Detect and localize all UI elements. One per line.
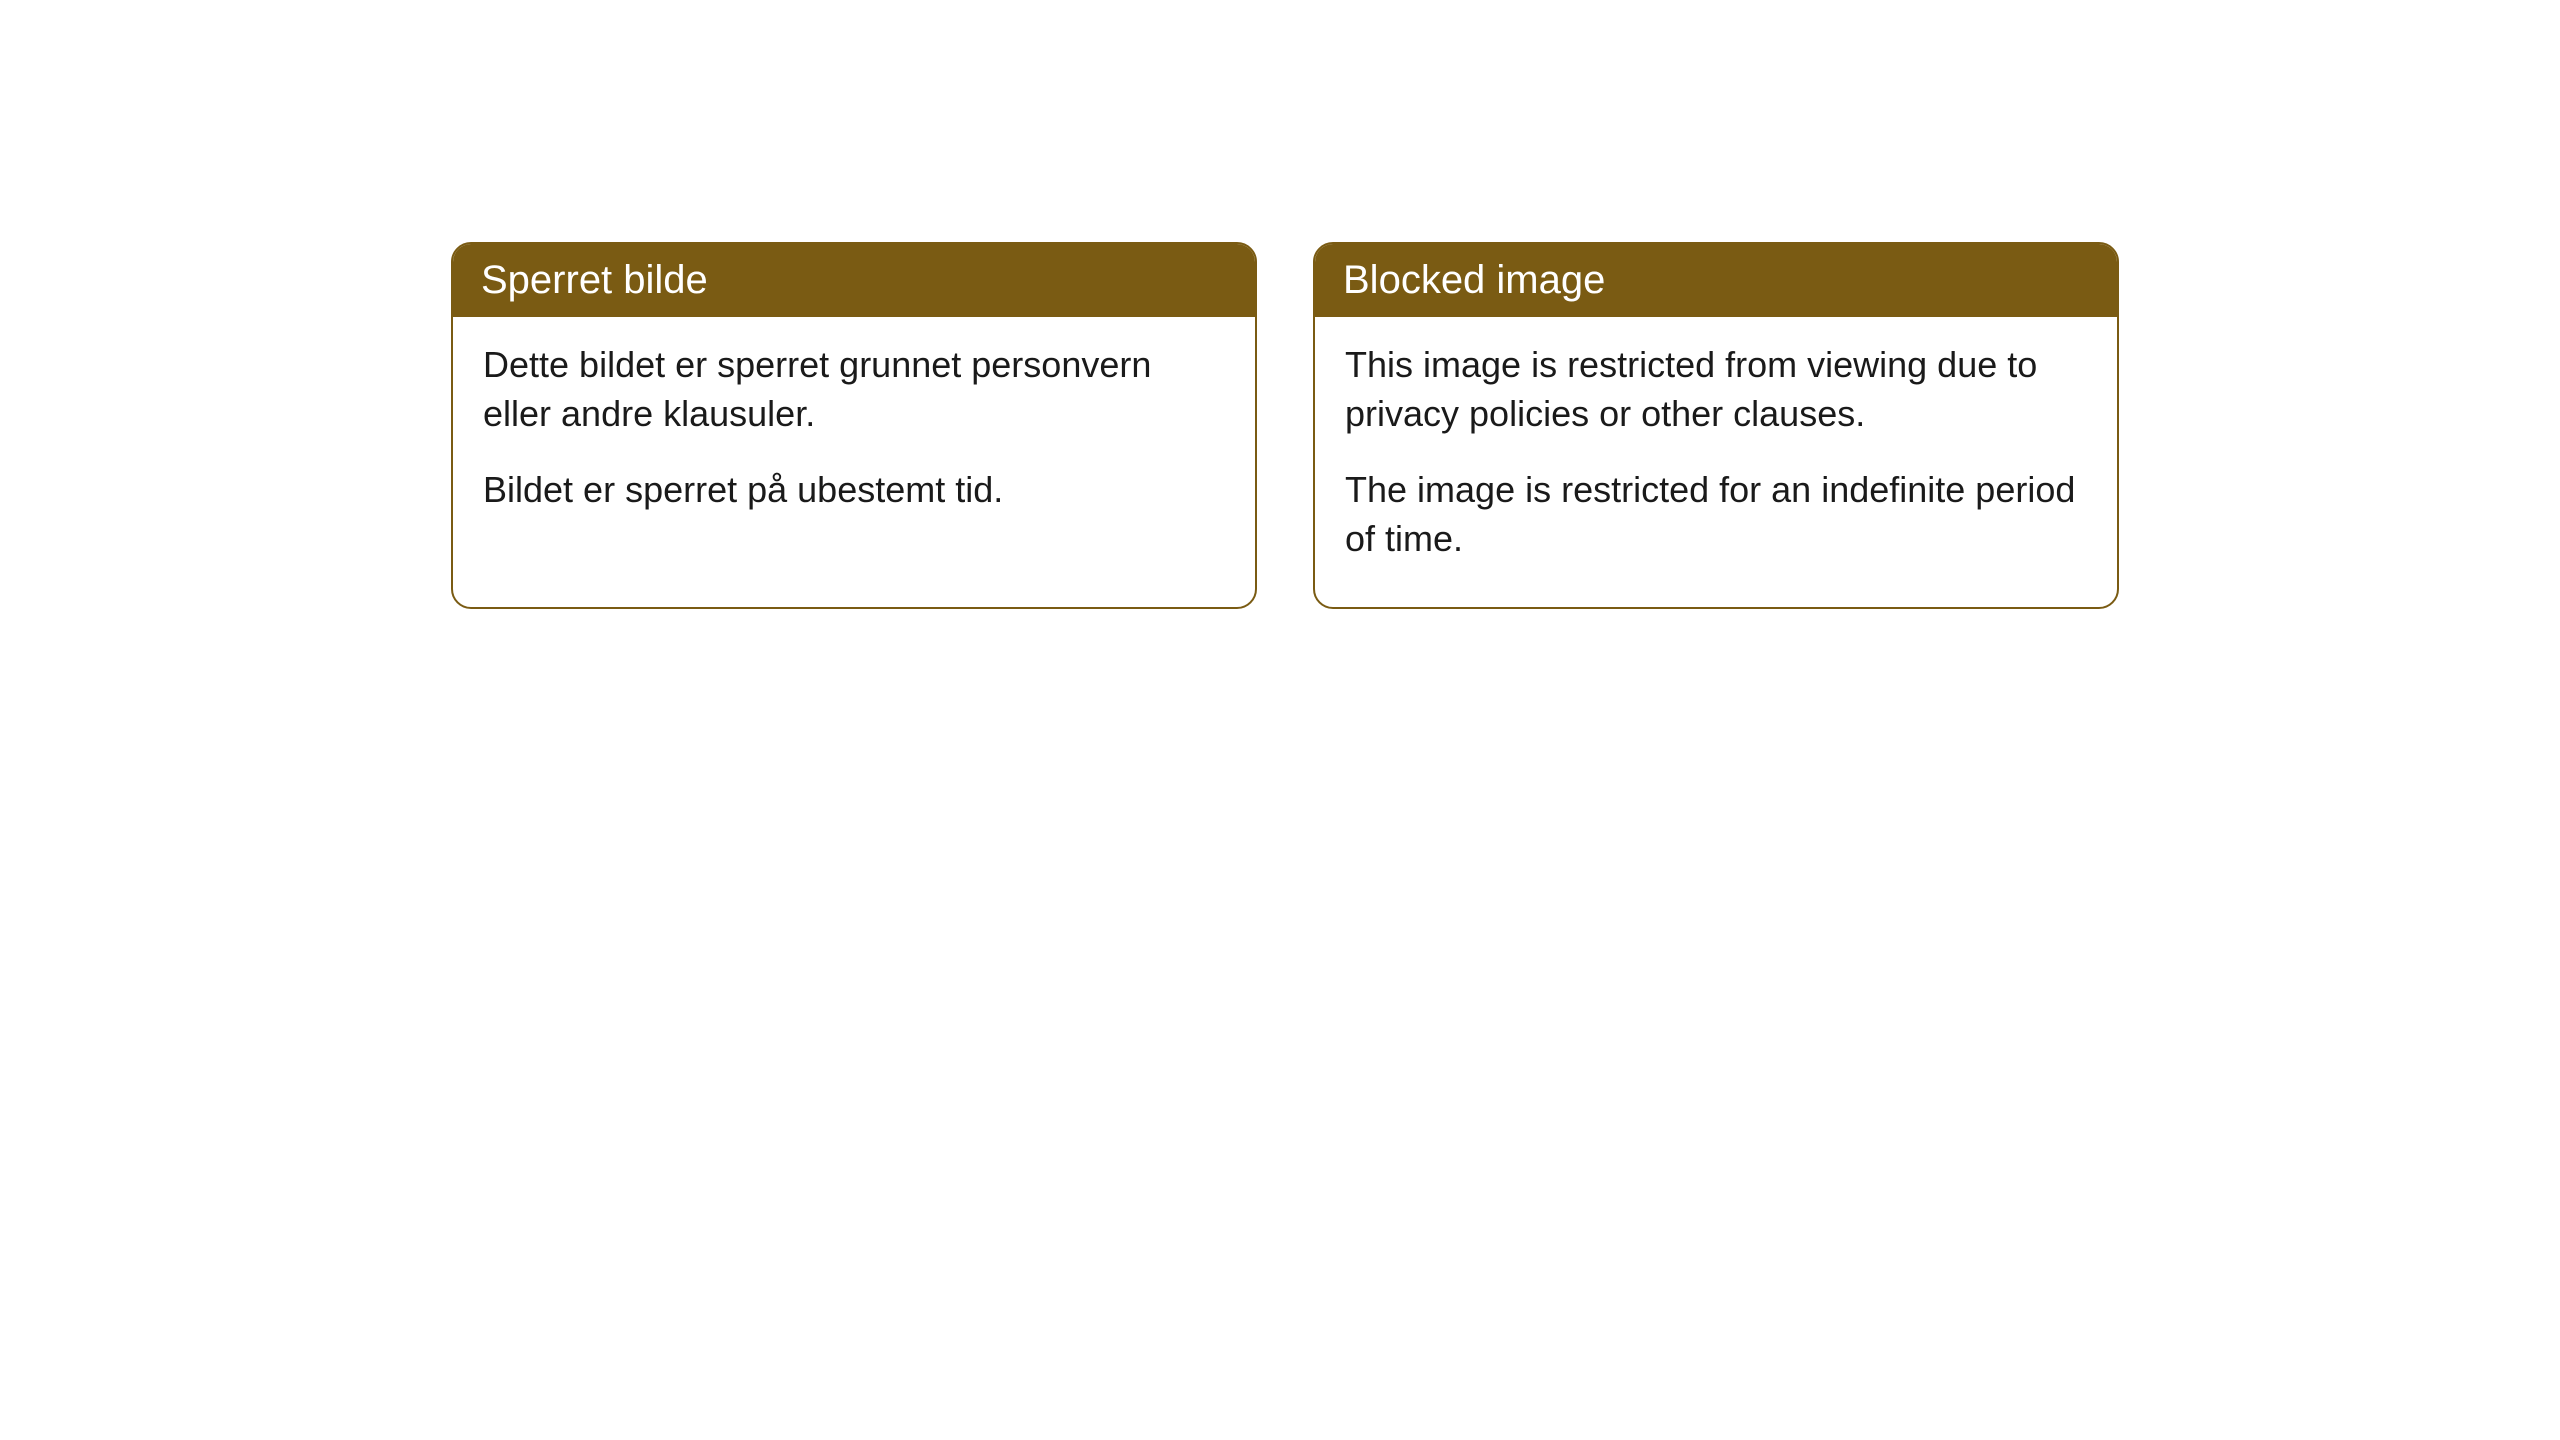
card-english: Blocked image This image is restricted f… [1313, 242, 2119, 609]
cards-container: Sperret bilde Dette bildet er sperret gr… [451, 242, 2119, 609]
card-header-norwegian: Sperret bilde [453, 244, 1255, 317]
card-norwegian: Sperret bilde Dette bildet er sperret gr… [451, 242, 1257, 609]
card-title: Blocked image [1343, 258, 1605, 302]
card-body-english: This image is restricted from viewing du… [1315, 317, 2117, 607]
card-paragraph: This image is restricted from viewing du… [1345, 341, 2087, 438]
card-paragraph: The image is restricted for an indefinit… [1345, 466, 2087, 563]
card-header-english: Blocked image [1315, 244, 2117, 317]
card-paragraph: Bildet er sperret på ubestemt tid. [483, 466, 1225, 515]
card-body-norwegian: Dette bildet er sperret grunnet personve… [453, 317, 1255, 559]
card-paragraph: Dette bildet er sperret grunnet personve… [483, 341, 1225, 438]
card-title: Sperret bilde [481, 258, 708, 302]
